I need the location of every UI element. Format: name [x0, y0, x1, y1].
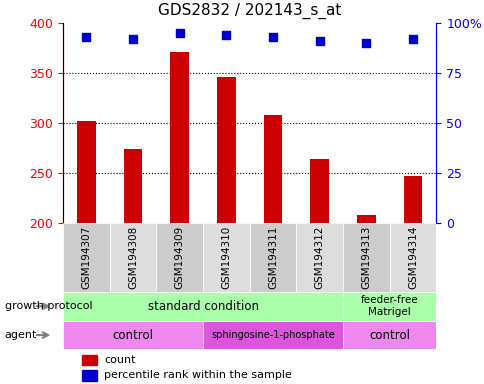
FancyBboxPatch shape: [203, 321, 342, 349]
Text: GSM194314: GSM194314: [408, 225, 417, 289]
FancyBboxPatch shape: [342, 223, 389, 292]
FancyBboxPatch shape: [63, 223, 109, 292]
Bar: [263, 115, 282, 223]
Text: GSM194307: GSM194307: [81, 226, 91, 289]
FancyBboxPatch shape: [109, 223, 156, 292]
Point: [408, 36, 416, 42]
Text: GSM194312: GSM194312: [314, 225, 324, 289]
Point: [82, 34, 90, 40]
Point: [315, 38, 323, 44]
Text: count: count: [104, 355, 136, 365]
Bar: [81, 355, 96, 365]
Text: growth protocol: growth protocol: [5, 301, 92, 311]
Point: [222, 32, 230, 38]
Text: control: control: [112, 329, 153, 341]
Bar: [170, 52, 189, 223]
FancyBboxPatch shape: [249, 223, 296, 292]
Text: control: control: [368, 329, 409, 341]
Bar: [310, 159, 329, 223]
Text: standard condition: standard condition: [147, 300, 258, 313]
FancyBboxPatch shape: [63, 292, 342, 321]
Bar: [356, 215, 375, 223]
FancyBboxPatch shape: [156, 223, 203, 292]
Text: GSM194313: GSM194313: [361, 225, 371, 289]
Text: GSM194309: GSM194309: [174, 226, 184, 289]
FancyBboxPatch shape: [342, 292, 436, 321]
Point: [129, 36, 136, 42]
FancyBboxPatch shape: [63, 321, 203, 349]
Point: [176, 30, 183, 36]
Bar: [403, 176, 422, 223]
FancyBboxPatch shape: [342, 321, 436, 349]
Bar: [77, 121, 95, 223]
Bar: [217, 77, 235, 223]
Text: sphingosine-1-phosphate: sphingosine-1-phosphate: [211, 330, 334, 340]
FancyBboxPatch shape: [296, 223, 342, 292]
Bar: [123, 149, 142, 223]
Text: feeder-free
Matrigel: feeder-free Matrigel: [360, 295, 418, 317]
Text: GSM194310: GSM194310: [221, 226, 231, 289]
Point: [362, 40, 370, 46]
Bar: [81, 370, 96, 381]
FancyBboxPatch shape: [389, 223, 436, 292]
Text: GSM194308: GSM194308: [128, 226, 138, 289]
Text: GSM194311: GSM194311: [268, 225, 277, 289]
Point: [269, 34, 276, 40]
FancyBboxPatch shape: [203, 223, 249, 292]
Text: percentile rank within the sample: percentile rank within the sample: [104, 370, 291, 381]
Text: agent: agent: [5, 330, 37, 340]
Title: GDS2832 / 202143_s_at: GDS2832 / 202143_s_at: [158, 3, 341, 19]
